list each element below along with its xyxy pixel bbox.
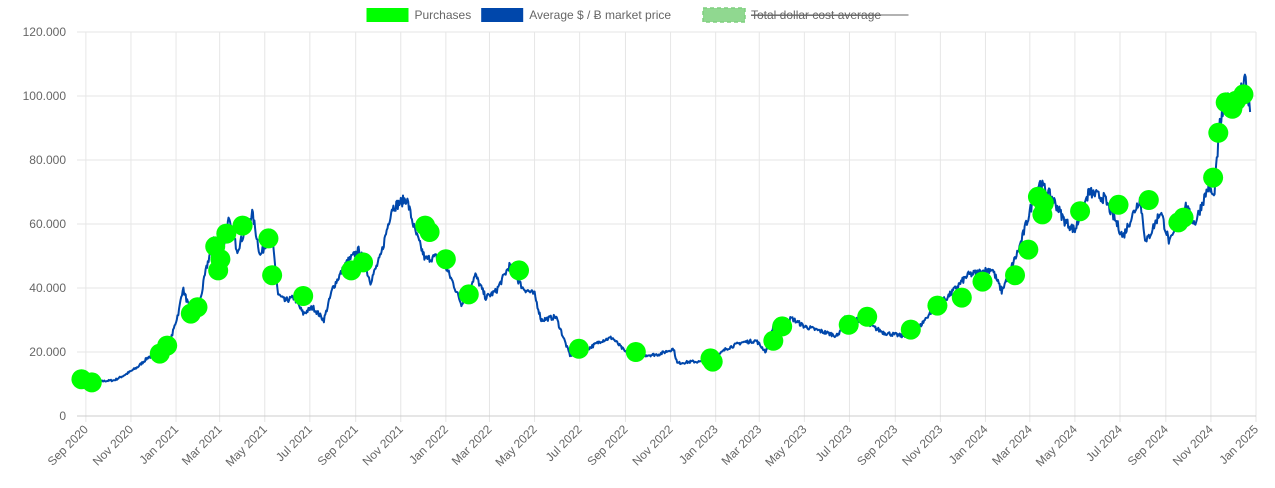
legend-swatch	[481, 8, 524, 22]
y-tick-label: 0	[59, 409, 66, 423]
purchase-point[interactable]	[927, 295, 948, 316]
x-tick-label: Mar 2022	[449, 422, 495, 468]
purchase-point[interactable]	[353, 252, 374, 273]
purchase-point[interactable]	[1233, 84, 1254, 105]
purchase-point[interactable]	[258, 228, 279, 249]
purchase-point[interactable]	[772, 316, 793, 337]
x-tick-label: Sep 2022	[584, 422, 630, 468]
x-tick-label: Jan 2021	[136, 422, 181, 467]
purchase-point[interactable]	[419, 222, 440, 242]
x-tick-label: Jul 2022	[543, 422, 585, 464]
x-tick-label: May 2024	[1033, 422, 1080, 469]
purchase-point[interactable]	[232, 215, 253, 236]
x-tick-label: May 2023	[762, 422, 809, 469]
purchase-point[interactable]	[1208, 122, 1229, 143]
legend-label: Average $ / Ƀ market price	[529, 8, 671, 22]
x-tick-label: Nov 2022	[629, 422, 675, 468]
purchase-point[interactable]	[1108, 194, 1129, 215]
x-tick-label: Mar 2024	[989, 422, 1035, 468]
purchase-point[interactable]	[1173, 207, 1194, 228]
purchase-point[interactable]	[157, 335, 178, 356]
x-tick-label: Nov 2023	[899, 422, 945, 468]
y-tick-label: 60.000	[29, 217, 66, 231]
x-tick-label: Jan 2024	[946, 422, 991, 467]
purchase-point[interactable]	[458, 284, 479, 305]
x-tick-label: Sep 2024	[1125, 422, 1171, 468]
x-tick-label: Jul 2024	[1083, 422, 1125, 464]
y-axis: 0 20.000 40.000 60.000 80.000 100.000 120.000	[23, 25, 67, 423]
legend[interactable]: Purchases Average $ / Ƀ market price Total…	[366, 7, 909, 23]
purchase-point[interactable]	[81, 372, 102, 393]
x-tick-label: May 2022	[493, 422, 540, 469]
purchase-point[interactable]	[972, 271, 993, 292]
x-tick-label: Sep 2020	[45, 422, 91, 468]
purchase-point[interactable]	[216, 223, 237, 244]
purchase-point[interactable]	[568, 338, 589, 359]
y-tick-label: 120.000	[23, 25, 67, 39]
y-tick-label: 40.000	[29, 281, 66, 295]
purchase-point[interactable]	[838, 314, 859, 335]
y-tick-label: 20.000	[29, 345, 66, 359]
purchase-point[interactable]	[293, 286, 314, 306]
purchase-point[interactable]	[1018, 239, 1039, 260]
x-tick-label: Mar 2021	[179, 422, 225, 468]
legend-item[interactable]: Total dollar cost average	[702, 7, 909, 23]
purchase-point[interactable]	[763, 330, 784, 351]
x-tick-label: Jul 2023	[813, 422, 855, 464]
x-tick-label: Jul 2021	[273, 422, 315, 464]
x-tick-label: Jan 2023	[676, 422, 721, 467]
legend-item[interactable]: Purchases	[366, 8, 472, 22]
x-tick-label: Jan 2025	[1216, 422, 1261, 467]
legend-swatch	[702, 7, 746, 23]
purchase-point[interactable]	[509, 260, 530, 281]
purchase-points-layer[interactable]	[71, 84, 1254, 393]
legend-item[interactable]: Average $ / Ƀ market price	[481, 8, 671, 22]
purchase-point[interactable]	[951, 287, 972, 308]
purchase-point[interactable]	[1070, 201, 1091, 222]
x-tick-label: Nov 2024	[1170, 422, 1216, 468]
legend-label: Purchases	[415, 8, 472, 22]
purchase-point[interactable]	[1005, 265, 1026, 286]
y-tick-label: 100.000	[23, 89, 67, 103]
purchase-point[interactable]	[262, 265, 283, 286]
purchase-point[interactable]	[900, 319, 921, 340]
purchase-point[interactable]	[187, 297, 208, 318]
x-tick-label: Nov 2021	[360, 422, 406, 468]
x-tick-label: Sep 2021	[315, 422, 361, 468]
purchase-point[interactable]	[702, 351, 723, 372]
purchase-point[interactable]	[625, 342, 646, 362]
x-tick-label: Jan 2022	[406, 422, 451, 467]
y-tick-label: 80.000	[29, 153, 66, 167]
purchase-point[interactable]	[435, 249, 456, 270]
purchase-point[interactable]	[1033, 193, 1054, 214]
grid	[77, 31, 1257, 422]
purchase-point[interactable]	[1203, 167, 1224, 188]
purchase-point[interactable]	[857, 306, 878, 327]
x-tick-label: Mar 2023	[719, 422, 765, 468]
x-tick-label: Sep 2023	[854, 422, 900, 468]
legend-swatch	[366, 8, 409, 22]
purchase-point[interactable]	[210, 249, 231, 270]
x-tick-label: May 2021	[223, 422, 270, 469]
purchase-point[interactable]	[1138, 190, 1159, 210]
x-tick-label: Nov 2020	[90, 422, 136, 468]
